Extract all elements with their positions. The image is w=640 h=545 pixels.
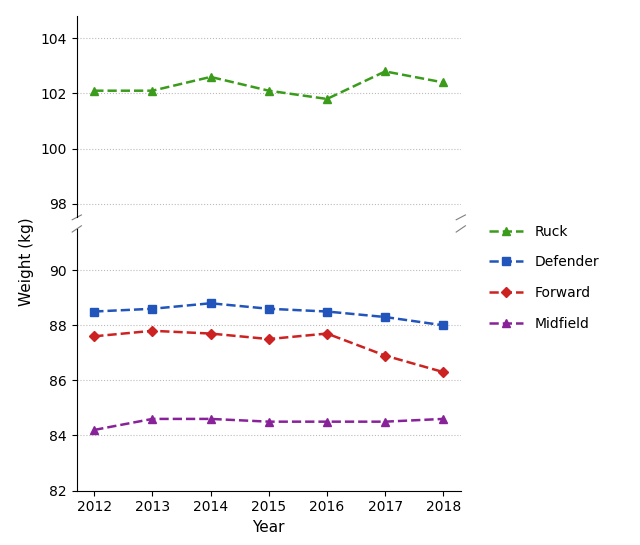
Midfield: [90, 427, 98, 433]
Forward: [440, 369, 447, 376]
Midfield: [207, 416, 214, 422]
Line: Forward: Forward: [91, 328, 447, 376]
Forward: [90, 333, 98, 340]
Forward: [207, 330, 214, 337]
Line: Midfield: Midfield: [90, 415, 447, 434]
Forward: [323, 330, 331, 337]
Defender: [265, 306, 273, 312]
Forward: [265, 336, 273, 342]
Ruck: [323, 96, 331, 102]
Defender: [440, 476, 447, 482]
Midfield: [323, 419, 331, 425]
Defender: [323, 308, 331, 315]
Defender: [148, 306, 156, 312]
Defender: [148, 459, 156, 465]
Defender: [323, 462, 331, 469]
Ruck: [90, 87, 98, 94]
Forward: [148, 328, 156, 334]
Text: Weight (kg): Weight (kg): [19, 217, 34, 306]
X-axis label: Year: Year: [253, 520, 285, 535]
Line: Forward: Forward: [91, 481, 447, 529]
Midfield: [265, 419, 273, 425]
Defender: [381, 314, 389, 320]
Midfield: [440, 416, 447, 422]
Defender: [90, 308, 98, 315]
Line: Defender: Defender: [90, 299, 447, 330]
Defender: [90, 462, 98, 469]
Midfield: [148, 416, 156, 422]
Forward: [323, 484, 331, 490]
Forward: [90, 487, 98, 493]
Forward: [381, 506, 389, 512]
Line: Defender: Defender: [90, 453, 447, 483]
Defender: [207, 300, 214, 306]
Ruck: [440, 79, 447, 86]
Defender: [265, 459, 273, 465]
Ruck: [381, 68, 389, 75]
Forward: [207, 484, 214, 490]
Forward: [265, 489, 273, 496]
Forward: [148, 481, 156, 488]
Midfield: [381, 419, 389, 425]
Legend: Ruck, Defender, Forward, Midfield: Ruck, Defender, Forward, Midfield: [483, 219, 605, 336]
Defender: [207, 453, 214, 460]
Defender: [381, 468, 389, 474]
Defender: [440, 322, 447, 329]
Ruck: [207, 74, 214, 80]
Forward: [381, 352, 389, 359]
Forward: [440, 523, 447, 529]
Ruck: [265, 87, 273, 94]
Line: Ruck: Ruck: [90, 67, 447, 103]
Ruck: [148, 87, 156, 94]
